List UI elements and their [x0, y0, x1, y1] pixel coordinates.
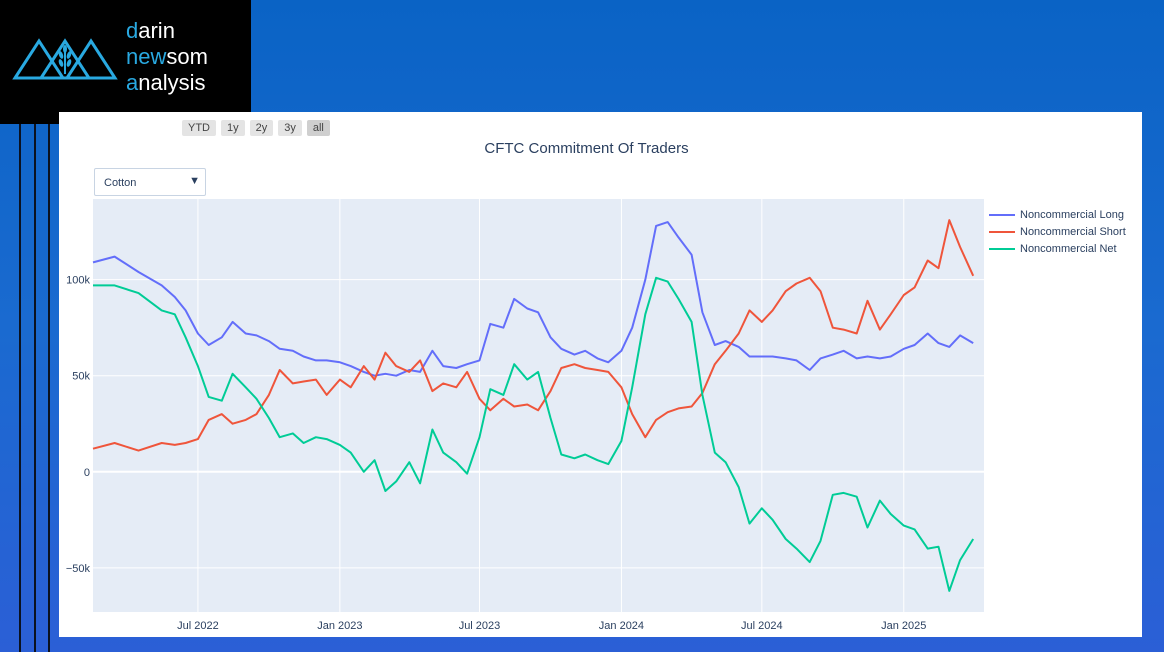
- chart-title: CFTC Commitment Of Traders: [484, 140, 689, 157]
- legend-item-net[interactable]: Noncommercial Net: [989, 240, 1126, 257]
- range-button-all[interactable]: all: [306, 120, 330, 136]
- x-tick-label: Jan 2023: [317, 620, 362, 632]
- logo: darin newsom analysis: [0, 0, 251, 124]
- x-tick-label: Jul 2022: [177, 620, 219, 632]
- series-line-net[interactable]: [93, 276, 975, 592]
- legend-item-short[interactable]: Noncommercial Short: [989, 223, 1126, 240]
- range-selector: YTD 1y 2y 3y all: [182, 120, 330, 136]
- legend-swatch-short: [989, 230, 1015, 233]
- triangles-logo-icon: [12, 38, 118, 80]
- divider-line: [48, 124, 50, 652]
- divider-line: [34, 124, 36, 652]
- divider-line: [19, 124, 21, 652]
- dropdown-selected-value: Cotton: [104, 177, 137, 189]
- legend-item-long[interactable]: Noncommercial Long: [989, 206, 1126, 223]
- plot-background: [93, 199, 984, 612]
- x-tick-label: Jan 2024: [599, 620, 644, 632]
- y-tick-label: 0: [84, 467, 90, 479]
- legend-label-long: Noncommercial Long: [1020, 208, 1124, 221]
- range-button-ytd[interactable]: YTD: [182, 120, 216, 136]
- commodity-dropdown[interactable]: Cotton ▼: [94, 168, 206, 196]
- y-tick-label: 100k: [66, 275, 90, 287]
- legend-swatch-net: [989, 247, 1015, 250]
- logo-wordmark: darin newsom analysis: [126, 18, 208, 95]
- range-button-2y[interactable]: 2y: [249, 120, 274, 136]
- legend-swatch-long: [989, 213, 1015, 216]
- series-line-long[interactable]: [92, 221, 974, 377]
- x-tick-label: Jan 2025: [881, 620, 926, 632]
- legend-label-short: Noncommercial Short: [1020, 225, 1126, 238]
- range-button-3y[interactable]: 3y: [278, 120, 302, 136]
- triangle-down-icon: ▼: [189, 175, 200, 187]
- x-tick-label: Jul 2024: [741, 620, 783, 632]
- x-tick-label: Jul 2023: [459, 620, 501, 632]
- legend-label-net: Noncommercial Net: [1020, 242, 1117, 255]
- chart-card: YTD 1y 2y 3y all CFTC Commitment Of Trad…: [59, 112, 1142, 637]
- y-tick-label: 50k: [72, 371, 90, 383]
- series-line-short[interactable]: [92, 219, 975, 452]
- range-button-1y[interactable]: 1y: [221, 120, 245, 136]
- line-chart[interactable]: −50k 0 50k 100k Jul 2022 Jan 2023 Jul 2023 Jan …: [59, 112, 1142, 637]
- y-tick-label: −50k: [66, 563, 91, 575]
- legend: Noncommercial Long Noncommercial Short N…: [989, 206, 1126, 257]
